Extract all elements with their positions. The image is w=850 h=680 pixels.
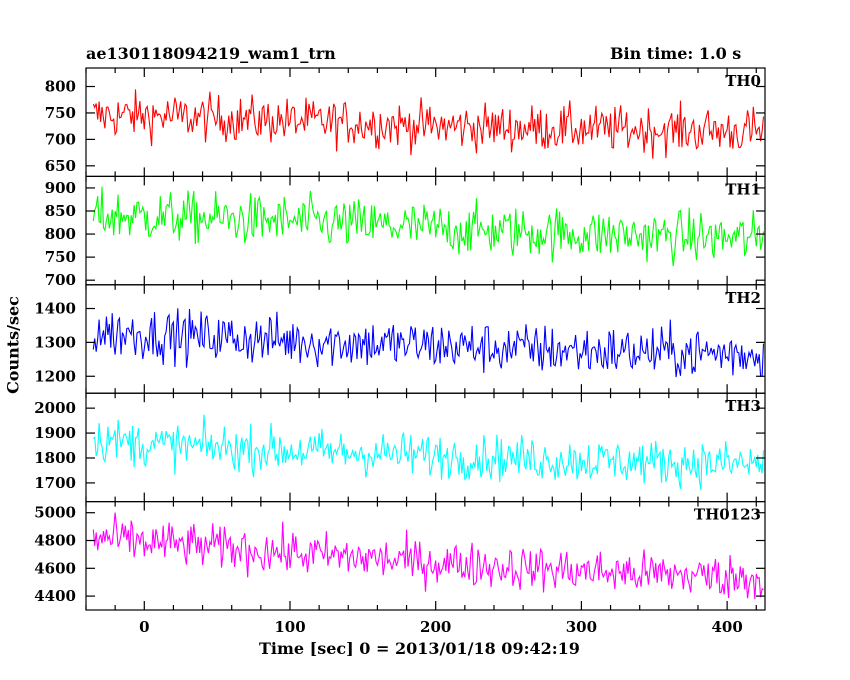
- series-line-th0: [92, 89, 765, 159]
- x-tick-label: 200: [420, 618, 451, 636]
- y-tick-label: 850: [45, 202, 76, 220]
- y-tick-label: 5000: [34, 504, 76, 522]
- y-tick-label: 900: [45, 179, 76, 197]
- y-tick-label: 1700: [34, 474, 76, 492]
- y-tick-label: 4600: [34, 559, 76, 577]
- chart-title: ae130118094219_wam1_trn: [86, 44, 336, 63]
- bin-time-label: Bin time: 1.0 s: [610, 44, 742, 63]
- series-line-th1: [92, 186, 765, 267]
- x-tick-label: 400: [711, 618, 742, 636]
- y-tick-label: 1200: [34, 367, 76, 385]
- y-tick-label: 700: [45, 271, 76, 289]
- y-tick-label: 4800: [34, 532, 76, 550]
- y-tick-label: 1300: [34, 333, 76, 351]
- panel-label-th2: TH2: [725, 289, 761, 307]
- x-tick-label: 100: [274, 618, 305, 636]
- panel-label-th0: TH0: [725, 72, 761, 90]
- x-axis-label: Time [sec] 0 = 2013/01/18 09:42:19: [259, 639, 580, 658]
- y-axis-label: Counts/sec: [3, 296, 23, 394]
- panel-label-th1: TH1: [725, 180, 761, 198]
- y-tick-label: 700: [45, 130, 76, 148]
- series-line-th0123: [92, 512, 764, 600]
- y-tick-label: 800: [45, 78, 76, 96]
- x-tick-label: 300: [566, 618, 597, 636]
- y-tick-label: 1800: [34, 449, 76, 467]
- y-tick-label: 1400: [34, 300, 76, 318]
- panel-label-th0123: TH0123: [694, 506, 761, 524]
- panel-frame-th0123: [85, 501, 766, 611]
- y-tick-label: 4400: [34, 587, 76, 605]
- series-line-th2: [92, 308, 765, 378]
- y-tick-label: 1900: [34, 424, 76, 442]
- y-tick-label: 750: [45, 104, 76, 122]
- y-tick-label: 2000: [34, 399, 76, 417]
- x-tick-label: 0: [139, 618, 149, 636]
- y-tick-label: 650: [45, 157, 76, 175]
- y-tick-label: 800: [45, 225, 76, 243]
- y-tick-label: 750: [45, 248, 76, 266]
- series-line-th3: [92, 414, 765, 491]
- panel-label-th3: TH3: [725, 397, 761, 415]
